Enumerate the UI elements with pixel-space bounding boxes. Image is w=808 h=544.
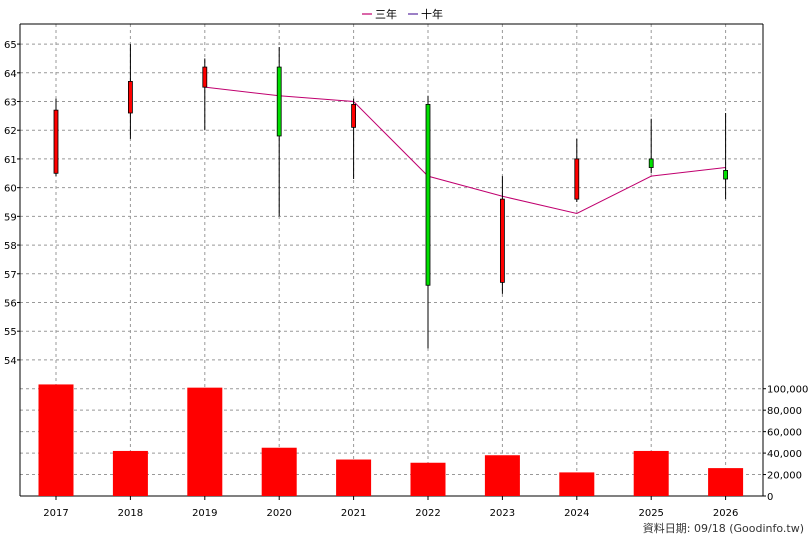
volume-bar xyxy=(633,450,669,496)
candle-body xyxy=(351,103,357,128)
x-tick-label: 2020 xyxy=(266,508,291,519)
candle-body xyxy=(499,198,505,283)
price-tick-label: 64 xyxy=(4,69,17,80)
candle-body xyxy=(574,158,580,200)
volume-bar xyxy=(187,387,223,496)
legend: 三年 十年 xyxy=(362,7,443,21)
candles xyxy=(53,44,728,349)
x-tick-label: 2021 xyxy=(341,508,366,519)
x-tick-label: 2022 xyxy=(415,508,440,519)
three-year-average-line xyxy=(204,86,726,215)
candle-body xyxy=(53,109,59,174)
volume-bar xyxy=(484,455,520,496)
x-tick-label: 2017 xyxy=(43,508,68,519)
price-axis-ticks: 54 55 56 57 58 59 60 61 62 63 64 65 xyxy=(4,40,20,367)
candle-body xyxy=(648,158,654,168)
candle-body xyxy=(202,66,208,88)
volume-bar xyxy=(559,472,595,496)
volume-tick-label: 100,000 xyxy=(767,385,808,396)
volume-bars xyxy=(38,384,744,496)
x-tick-label: 2019 xyxy=(192,508,217,519)
candle-body xyxy=(425,103,431,286)
three-year-line xyxy=(204,86,726,215)
volume-bar xyxy=(261,447,297,496)
volume-axis-ticks: 0 20,000 40,000 60,000 80,000 100,000 xyxy=(763,385,808,503)
volume-bar xyxy=(336,459,372,496)
volume-tick-label: 40,000 xyxy=(767,449,802,460)
candle-body xyxy=(723,170,728,180)
volume-bar xyxy=(708,468,744,496)
legend-label: 十年 xyxy=(421,7,443,21)
volume-tick-label: 60,000 xyxy=(767,428,802,439)
price-tick-label: 58 xyxy=(4,241,17,252)
candle-body xyxy=(276,66,282,137)
x-tick-label: 2018 xyxy=(118,508,143,519)
footer-source: 資料日期: 09/18 (Goodinfo.tw) xyxy=(643,521,804,535)
volume-tick-label: 80,000 xyxy=(767,406,802,417)
x-axis-ticks: 2017 2018 2019 2020 2021 2022 2023 2024 2025 2026 xyxy=(43,496,738,519)
x-tick-label: 2026 xyxy=(713,508,738,519)
x-tick-label: 2024 xyxy=(564,508,589,519)
price-tick-label: 65 xyxy=(4,40,17,51)
volume-tick-label: 20,000 xyxy=(767,471,802,482)
volume-tick-label: 0 xyxy=(767,492,773,503)
candle-body xyxy=(127,81,133,114)
price-tick-label: 62 xyxy=(4,126,17,137)
volume-bar xyxy=(112,450,148,496)
price-tick-label: 56 xyxy=(4,298,17,309)
volume-bar xyxy=(38,384,74,496)
volume-bar xyxy=(410,462,446,496)
price-tick-label: 55 xyxy=(4,327,17,338)
price-tick-label: 54 xyxy=(4,356,17,367)
price-tick-label: 63 xyxy=(4,98,17,109)
price-tick-label: 59 xyxy=(4,212,17,223)
price-tick-label: 60 xyxy=(4,184,17,195)
x-tick-label: 2023 xyxy=(490,508,515,519)
price-tick-label: 57 xyxy=(4,270,17,281)
legend-label: 三年 xyxy=(375,7,397,21)
price-tick-label: 61 xyxy=(4,155,17,166)
x-tick-label: 2025 xyxy=(638,508,663,519)
